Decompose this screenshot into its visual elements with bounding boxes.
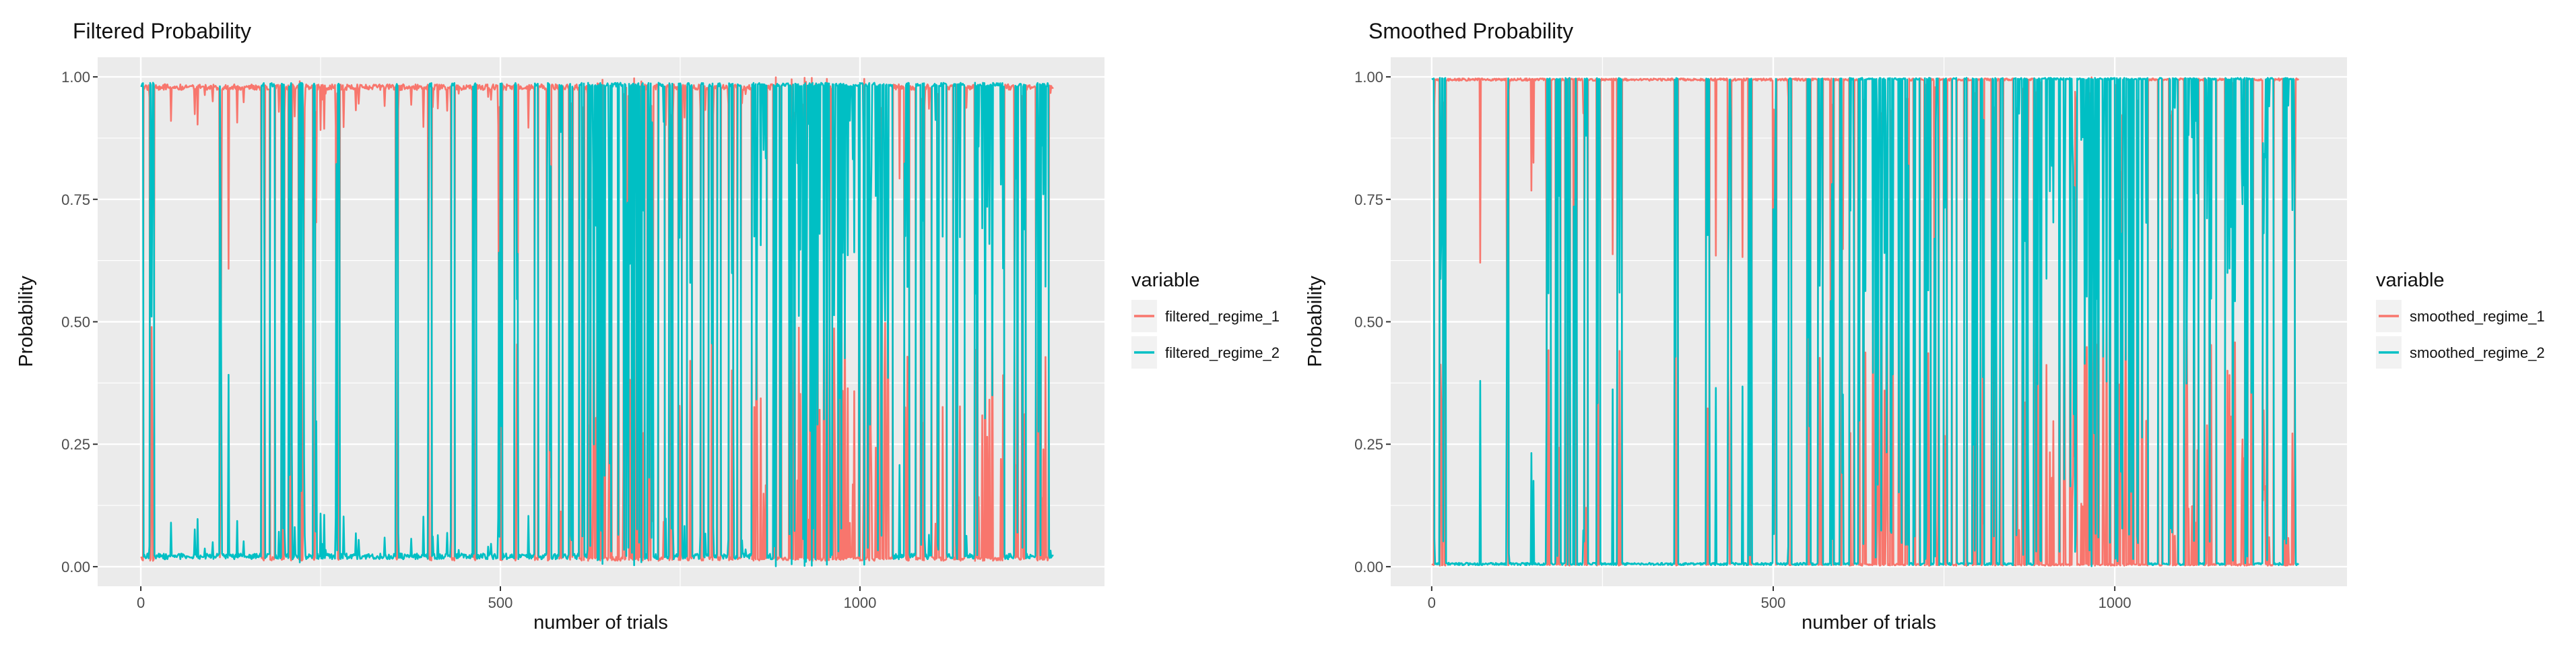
legend-title: variable	[2376, 270, 2445, 291]
x-axis-label: number of trials	[533, 612, 668, 633]
x-axis: 0 500 1000	[1428, 586, 2132, 611]
legend-label-smoothed-regime-1: smoothed_regime_1	[2410, 308, 2545, 325]
smoothed-probability-chart: Smoothed Probability 0.00 0.25 0.50 0.75 1.0…	[1304, 19, 2545, 633]
x-tick-label: 500	[1761, 594, 1786, 611]
filtered-probability-chart: Filtered Probability 0.00 0.25 0.50 0.75 1.0…	[15, 19, 1280, 633]
y-tick-label: 0.00	[61, 559, 90, 575]
y-tick-label: 1.00	[1354, 69, 1383, 86]
legend: variable smoothed_regime_1 smoothed_regi…	[2376, 270, 2545, 369]
y-axis: 0.00 0.25 0.50 0.75 1.00	[61, 69, 98, 575]
legend-title: variable	[1131, 270, 1200, 291]
x-tick-label: 0	[137, 594, 145, 611]
series-line-filtered-regime-2	[140, 82, 1054, 567]
y-tick-label: 0.25	[61, 436, 90, 453]
y-tick-label: 0.50	[1354, 314, 1383, 331]
x-tick-label: 500	[488, 594, 513, 611]
chart-title: Smoothed Probability	[1368, 19, 1573, 43]
x-tick-label: 1000	[843, 594, 876, 611]
y-tick-label: 0.00	[1354, 559, 1383, 575]
legend-label-filtered-regime-1: filtered_regime_1	[1165, 308, 1280, 325]
chart-title: Filtered Probability	[73, 19, 251, 43]
legend-label-smoothed-regime-2: smoothed_regime_2	[2410, 344, 2545, 361]
series-lines	[140, 76, 1054, 567]
y-tick-label: 0.75	[61, 191, 90, 208]
y-tick-label: 0.75	[1354, 191, 1383, 208]
y-tick-label: 1.00	[61, 69, 90, 86]
x-tick-label: 1000	[2099, 594, 2132, 611]
x-axis-label: number of trials	[1802, 612, 1936, 633]
series-lines	[1431, 76, 2300, 567]
x-tick-label: 0	[1428, 594, 1436, 611]
x-axis: 0 500 1000	[137, 586, 876, 611]
y-axis-label: Probability	[15, 276, 37, 367]
legend: variable filtered_regime_1 filtered_regi…	[1131, 270, 1280, 369]
legend-label-filtered-regime-2: filtered_regime_2	[1165, 344, 1280, 361]
series-line-smoothed-regime-1	[1431, 76, 2300, 567]
y-axis: 0.00 0.25 0.50 0.75 1.00	[1354, 69, 1391, 575]
series-line-smoothed-regime-2	[1431, 77, 2300, 567]
y-axis-label: Probability	[1304, 276, 1326, 367]
y-tick-label: 0.50	[61, 314, 90, 331]
y-tick-label: 0.25	[1354, 436, 1383, 453]
